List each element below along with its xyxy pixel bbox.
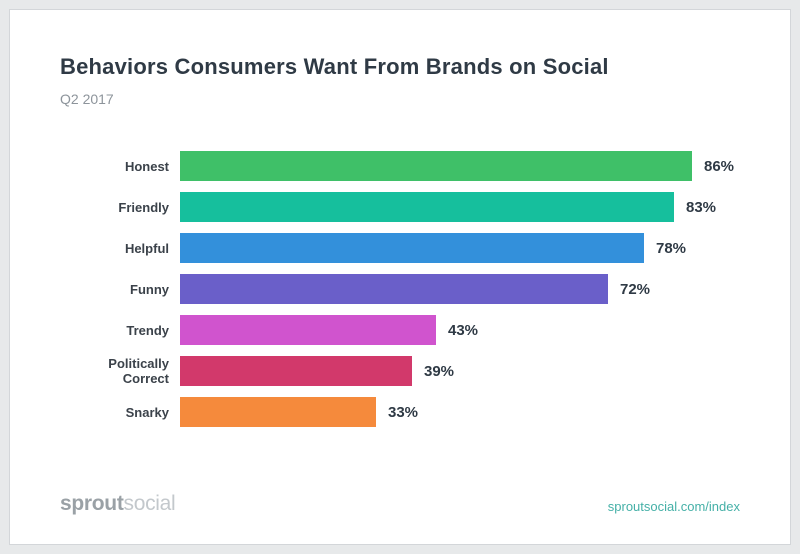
bar [180,274,608,304]
bar [180,397,376,427]
bar-value-label: 78% [656,239,687,257]
footer: sproutsocial sproutsocial.com/index [60,493,740,514]
bar-row: Funny 72% [60,274,740,304]
bar [180,315,436,345]
chart-subtitle: Q2 2017 [60,91,114,107]
bar-track: 86% [180,151,740,181]
bar-value-label: 39% [424,362,455,380]
sprout-social-logo: sproutsocial [60,492,176,515]
bar-category-label: Politically Correct [108,356,169,386]
bar-category-label: Snarky [125,404,169,420]
bar [180,192,674,222]
bar [180,233,644,263]
bar-value-label: 43% [448,321,479,339]
bar-value-label: 72% [620,280,651,298]
chart-card: Behaviors Consumers Want From Brands on … [9,9,791,545]
bar-row: Snarky 33% [60,397,740,427]
bar-track: 39% [180,356,740,386]
bar-track: 43% [180,315,740,345]
bar-row: Trendy 43% [60,315,740,345]
source-link: sproutsocial.com/index [607,499,740,514]
bar [180,356,412,386]
bar-category-label: Helpful [124,240,169,256]
bar-category-label: Honest [124,158,169,174]
bar-row: Friendly 83% [60,192,740,222]
chart-title: Behaviors Consumers Want From Brands on … [60,54,609,79]
bar-track: 78% [180,233,740,263]
bar-value-label: 86% [704,157,735,175]
bar-value-label: 83% [686,198,717,216]
bar-track: 72% [180,274,740,304]
logo-text-social: social [123,492,176,515]
bar-row: Honest 86% [60,151,740,181]
bar-row: Politically Correct 39% [60,356,740,386]
bar-chart: Honest 86% Friendly 83% Helpful 78% Funny 72% Tr… [60,151,740,427]
bar-category-label: Trendy [126,322,169,338]
bar-value-label: 33% [388,403,419,421]
logo-text-sprout: sprout [60,492,124,515]
bar [180,151,692,181]
bar-row: Helpful 78% [60,233,740,263]
bar-category-label: Friendly [118,199,169,215]
bar-track: 33% [180,397,740,427]
bar-category-label: Funny [130,281,169,297]
bar-track: 83% [180,192,740,222]
